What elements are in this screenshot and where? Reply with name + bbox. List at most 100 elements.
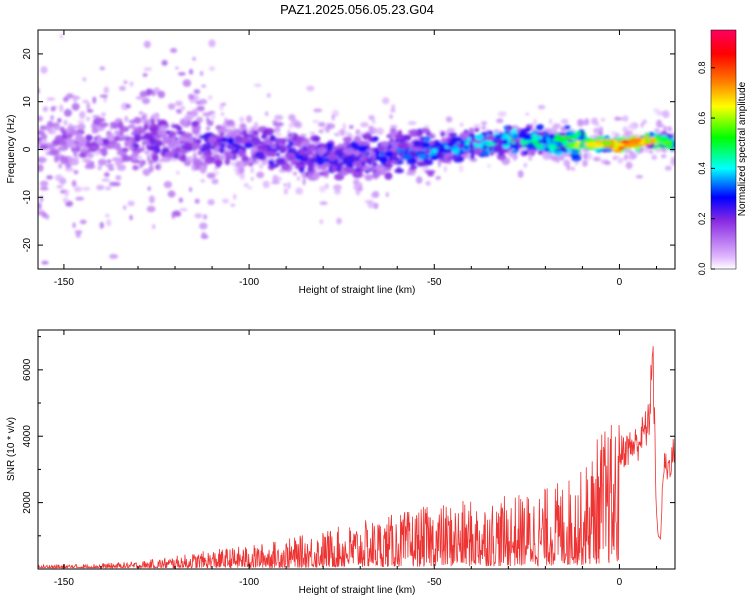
heatmap-cell	[535, 124, 545, 131]
heatmap-cell	[109, 254, 119, 259]
heatmap-cell	[192, 57, 196, 61]
heatmap-cell	[574, 143, 580, 149]
heatmap-cell	[343, 141, 351, 146]
heatmap-cell	[123, 80, 128, 85]
heatmap-cell	[82, 77, 87, 82]
x-tick-label: -150	[54, 277, 74, 288]
heatmap-cell	[424, 170, 436, 174]
heatmap-cell	[470, 152, 475, 160]
heatmap-cell	[423, 124, 430, 129]
heatmap-cell	[80, 138, 88, 144]
heatmap-cell	[221, 198, 230, 204]
heatmap-cell	[73, 186, 82, 193]
heatmap-cell	[94, 117, 106, 123]
heatmap-cell	[380, 141, 389, 147]
heatmap-cell	[142, 113, 148, 120]
heatmap-cell	[503, 129, 511, 135]
heatmap-cell	[518, 130, 526, 139]
heatmap-cell	[384, 163, 393, 168]
heatmap-cell	[617, 157, 624, 164]
heatmap-cell	[599, 126, 604, 134]
heatmap-cell	[488, 145, 493, 152]
heatmap-cell	[225, 128, 234, 134]
heatmap-cell	[65, 162, 72, 169]
heatmap-cell	[194, 198, 200, 204]
heatmap-cell	[99, 94, 109, 98]
heatmap-cell	[42, 106, 49, 112]
heatmap-cell	[101, 148, 107, 156]
heatmap-cell	[432, 148, 438, 153]
heatmap-cell	[98, 122, 109, 128]
heatmap-cell	[376, 127, 384, 135]
heatmap-cell	[549, 118, 553, 125]
heatmap-cell	[197, 150, 203, 156]
heatmap-cell	[548, 133, 555, 140]
heatmap-cell	[205, 126, 211, 131]
heatmap-cell	[201, 231, 207, 238]
heatmap-cell	[481, 140, 491, 145]
heatmap-cell	[421, 141, 430, 148]
heatmap-cell	[152, 223, 156, 230]
heatmap-cell	[78, 152, 88, 158]
heatmap-cell	[298, 150, 307, 155]
y-tick-label: -20	[22, 237, 33, 252]
heatmap-cell	[381, 97, 390, 105]
heatmap-cell	[258, 163, 264, 170]
heatmap-cell	[390, 108, 396, 113]
heatmap-cell	[178, 197, 183, 203]
heatmap-cell	[481, 121, 488, 125]
colorbar-label: Normalized spectral amplitude	[737, 81, 748, 216]
heatmap-cell	[79, 219, 87, 225]
heatmap-cell	[293, 140, 299, 147]
heatmap-cell	[324, 169, 330, 177]
colorbar-tick-label: 0.2	[697, 212, 707, 225]
heatmap-cell	[171, 148, 177, 155]
heatmap-cell	[242, 129, 248, 137]
heatmap-cell	[497, 111, 507, 117]
heatmap-cell	[71, 180, 77, 187]
heatmap-cell	[185, 156, 194, 162]
heatmap-cell	[275, 157, 286, 166]
heatmap-cell	[123, 205, 127, 211]
heatmap-cell	[77, 120, 85, 124]
heatmap-cell	[217, 126, 227, 133]
heatmap-cell	[207, 95, 213, 100]
heatmap-cell	[316, 147, 327, 155]
heatmap-cell	[39, 180, 49, 187]
heatmap-cell	[40, 133, 48, 140]
heatmap-cell	[343, 155, 353, 164]
heatmap-cell	[283, 183, 287, 187]
heatmap-cell	[38, 164, 44, 172]
heatmap-cell	[66, 93, 74, 99]
heatmap-cell	[179, 208, 188, 212]
heatmap-cell	[199, 222, 208, 230]
heatmap-cell	[474, 143, 484, 148]
heatmap-cell	[91, 129, 99, 134]
heatmap-cell	[553, 149, 563, 156]
heatmap-cell	[146, 88, 154, 95]
heatmap-cell	[105, 186, 111, 191]
heatmap-cell	[283, 187, 289, 195]
heatmap-cell	[549, 155, 558, 161]
heatmap-cell	[207, 136, 217, 144]
heatmap-cell	[105, 213, 110, 218]
chart-title: PAZ1.2025.056.05.23.G04	[280, 2, 434, 17]
heatmap-cell	[187, 121, 194, 126]
heatmap-cell	[385, 192, 389, 198]
heatmap-cell	[203, 142, 213, 148]
heatmap-cell	[224, 158, 231, 166]
heatmap-cell	[656, 110, 665, 116]
heatmap-cell	[371, 172, 380, 179]
heatmap-cell	[425, 181, 431, 186]
heatmap-cell	[46, 175, 53, 180]
heatmap-cell	[254, 151, 265, 159]
heatmap-cell	[143, 124, 149, 131]
colorbar-tick-label: 0.4	[697, 162, 707, 175]
heatmap-cell	[502, 143, 511, 149]
heatmap-cell	[46, 122, 57, 127]
heatmap-cell	[191, 121, 199, 128]
heatmap-cell	[262, 180, 270, 189]
heatmap-cell	[158, 125, 169, 130]
top-y-axis-label: Frequency (Hz)	[6, 115, 17, 184]
heatmap-cell	[41, 211, 47, 218]
